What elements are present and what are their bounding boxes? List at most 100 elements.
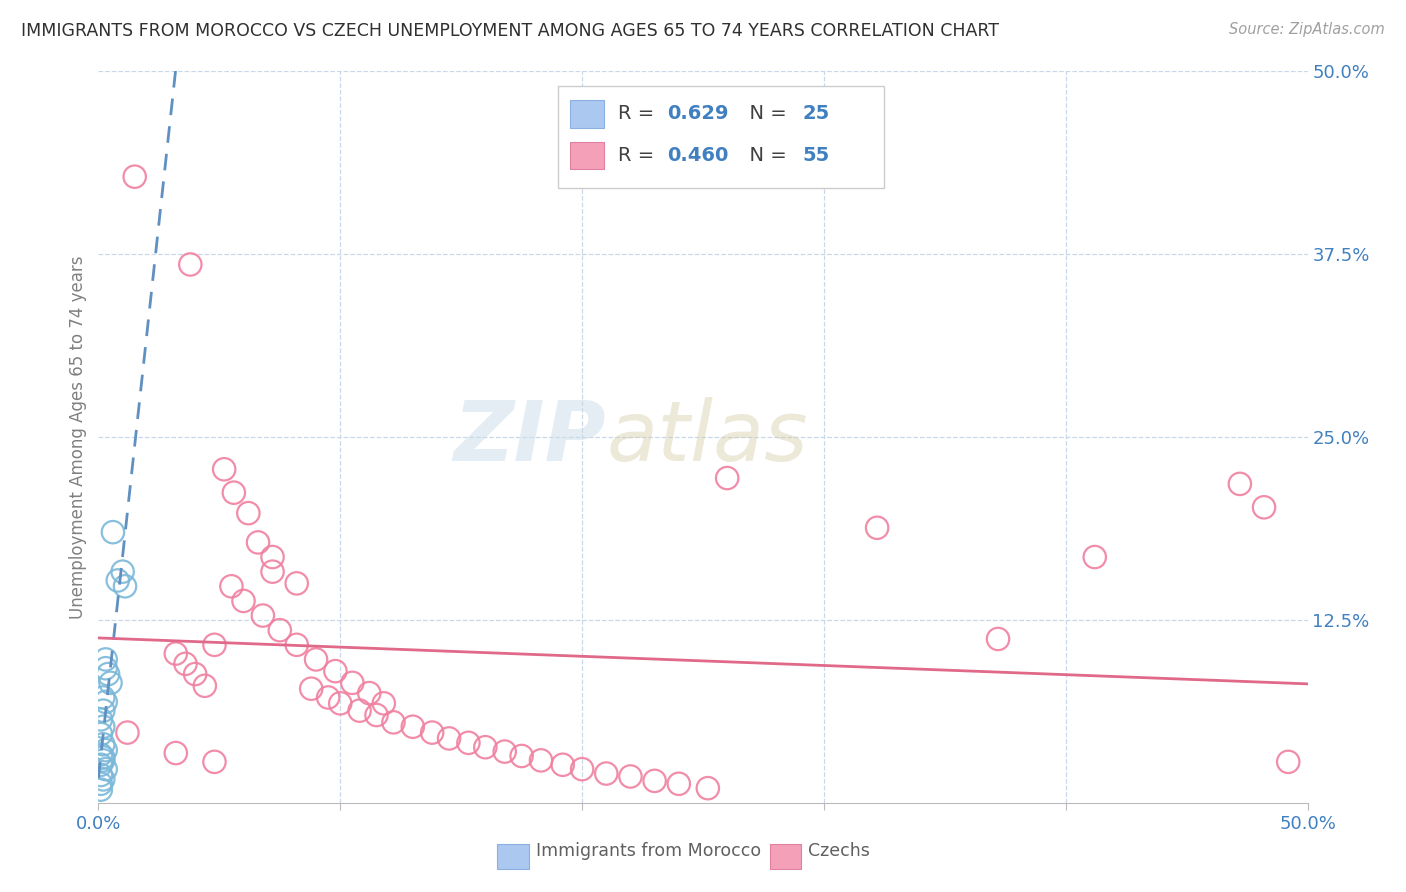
Text: R =: R = bbox=[619, 146, 661, 165]
Point bbox=[97, 667, 120, 681]
Point bbox=[262, 549, 284, 564]
Point bbox=[212, 462, 235, 476]
Point bbox=[90, 727, 112, 741]
Point bbox=[359, 686, 381, 700]
Point bbox=[165, 746, 187, 760]
Point bbox=[100, 676, 122, 690]
Text: N =: N = bbox=[737, 104, 793, 123]
Point bbox=[232, 594, 254, 608]
Point bbox=[866, 521, 889, 535]
Point bbox=[571, 762, 593, 776]
Text: 55: 55 bbox=[803, 146, 830, 165]
Point bbox=[184, 667, 207, 681]
Text: 0.460: 0.460 bbox=[666, 146, 728, 165]
Point bbox=[373, 696, 395, 710]
Point bbox=[94, 695, 117, 709]
Text: IMMIGRANTS FROM MOROCCO VS CZECH UNEMPLOYMENT AMONG AGES 65 TO 74 YEARS CORRELAT: IMMIGRANTS FROM MOROCCO VS CZECH UNEMPLO… bbox=[21, 22, 1000, 40]
Point bbox=[530, 753, 553, 767]
Point bbox=[91, 690, 114, 705]
Y-axis label: Unemployment Among Ages 65 to 74 years: Unemployment Among Ages 65 to 74 years bbox=[69, 255, 87, 619]
Bar bbox=[569, 100, 603, 128]
Point bbox=[91, 720, 114, 734]
Point bbox=[1277, 755, 1299, 769]
Point bbox=[101, 525, 124, 540]
Point bbox=[1229, 476, 1251, 491]
Point bbox=[222, 485, 245, 500]
Point bbox=[342, 676, 364, 690]
Point bbox=[94, 762, 117, 776]
Point bbox=[366, 708, 388, 723]
Point bbox=[595, 766, 617, 780]
Point bbox=[179, 257, 201, 271]
Point bbox=[194, 679, 217, 693]
Point bbox=[174, 657, 197, 671]
Point bbox=[987, 632, 1010, 646]
Point bbox=[262, 565, 284, 579]
Point bbox=[91, 704, 114, 718]
Point bbox=[90, 713, 112, 727]
Text: N =: N = bbox=[737, 146, 793, 165]
Point bbox=[91, 737, 114, 751]
Point bbox=[94, 743, 117, 757]
Bar bbox=[569, 142, 603, 169]
Text: Source: ZipAtlas.com: Source: ZipAtlas.com bbox=[1229, 22, 1385, 37]
Point bbox=[91, 753, 114, 767]
Point bbox=[124, 169, 146, 184]
Point bbox=[247, 535, 270, 549]
Point bbox=[325, 664, 347, 678]
Text: Immigrants from Morocco: Immigrants from Morocco bbox=[536, 842, 761, 860]
Point bbox=[165, 647, 187, 661]
Point bbox=[90, 757, 112, 772]
Text: Czechs: Czechs bbox=[808, 842, 870, 860]
Point bbox=[644, 773, 666, 788]
Point bbox=[619, 769, 641, 783]
Point bbox=[382, 715, 405, 730]
Point bbox=[696, 781, 718, 796]
Point bbox=[420, 725, 443, 739]
Point bbox=[90, 777, 112, 791]
Point bbox=[437, 731, 460, 746]
Point bbox=[285, 638, 308, 652]
Point bbox=[285, 576, 308, 591]
Point bbox=[316, 690, 339, 705]
Point bbox=[91, 750, 114, 764]
Point bbox=[252, 608, 274, 623]
Point bbox=[204, 638, 226, 652]
Point bbox=[1084, 549, 1107, 564]
Bar bbox=[769, 844, 801, 869]
FancyBboxPatch shape bbox=[558, 86, 884, 188]
Point bbox=[90, 782, 112, 797]
Point bbox=[269, 623, 291, 637]
Text: atlas: atlas bbox=[606, 397, 808, 477]
Text: 25: 25 bbox=[803, 104, 830, 123]
Point bbox=[510, 749, 533, 764]
Point bbox=[551, 757, 574, 772]
Point bbox=[716, 471, 738, 485]
Point bbox=[90, 768, 112, 782]
Point bbox=[1253, 500, 1275, 515]
Point bbox=[204, 755, 226, 769]
Point bbox=[94, 661, 117, 675]
Point bbox=[668, 777, 690, 791]
Point bbox=[114, 579, 136, 593]
Point bbox=[305, 652, 328, 666]
Text: 0.629: 0.629 bbox=[666, 104, 728, 123]
Point bbox=[299, 681, 322, 696]
Bar bbox=[498, 844, 529, 869]
Point bbox=[111, 565, 134, 579]
Point bbox=[474, 740, 496, 755]
Point bbox=[221, 579, 243, 593]
Point bbox=[494, 745, 516, 759]
Point bbox=[94, 652, 117, 666]
Point bbox=[329, 696, 352, 710]
Point bbox=[349, 704, 371, 718]
Point bbox=[402, 720, 425, 734]
Text: ZIP: ZIP bbox=[454, 397, 606, 477]
Point bbox=[91, 772, 114, 787]
Point bbox=[238, 506, 260, 520]
Point bbox=[107, 574, 129, 588]
Point bbox=[117, 725, 139, 739]
Point bbox=[90, 747, 112, 762]
Point bbox=[457, 736, 479, 750]
Text: R =: R = bbox=[619, 104, 661, 123]
